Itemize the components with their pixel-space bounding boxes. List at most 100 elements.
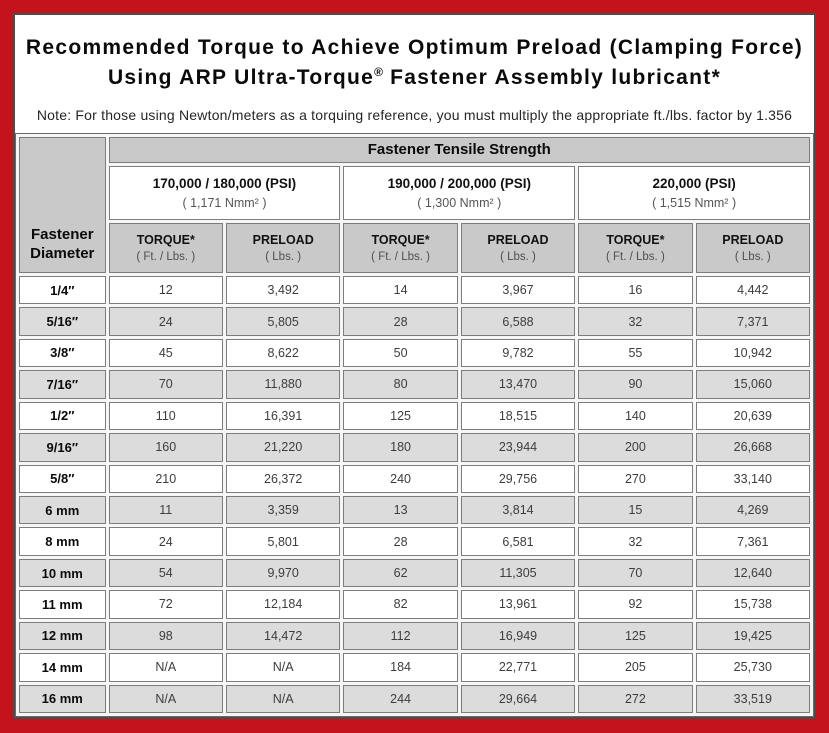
preload-value-cell: 7,361 xyxy=(695,527,810,556)
torque-label: TORQUE* xyxy=(606,232,665,247)
preload-value-cell: 23,944 xyxy=(460,433,576,462)
preload-value-cell: 26,372 xyxy=(225,464,341,493)
torque-value-cell: 184 xyxy=(343,653,458,682)
strength-group-220: 220,000 (PSI) ( 1,515 Nmm² ) xyxy=(578,165,810,220)
table-row: 6 mm 11 3,359 13 3,814 15 4,269 xyxy=(19,495,810,525)
torque-value-cell: 270 xyxy=(578,464,693,493)
torque-value-cell: 28 xyxy=(343,527,458,556)
page-title: Recommended Torque to Achieve Optimum Pr… xyxy=(23,33,806,94)
preload-value-cell: 12,184 xyxy=(225,590,341,619)
torque-value-cell: 140 xyxy=(578,401,693,431)
preload-value-cell: 11,305 xyxy=(460,558,576,588)
psi-header-row: 170,000 / 180,000 (PSI) ( 1,171 Nmm² ) 1… xyxy=(19,165,810,220)
preload-value-cell: 29,756 xyxy=(460,464,576,493)
table-row: 1/4″ 12 3,492 14 3,967 16 4,442 xyxy=(19,275,810,305)
torque-unit: ( Ft. / Lbs. ) xyxy=(605,250,665,263)
preload-value-cell: 8,622 xyxy=(225,338,341,368)
preload-value-cell: 3,814 xyxy=(460,495,576,525)
tensile-strength-header: Fastener Tensile Strength xyxy=(108,136,810,163)
torque-value-cell: 11 xyxy=(108,495,223,525)
torque-table-body: 1/4″ 12 3,492 14 3,967 16 4,442 5/16″ 24 5,805 28 6… xyxy=(19,275,810,713)
torque-column-header: TORQUE* ( Ft. / Lbs. ) xyxy=(343,222,458,273)
title-line-1: Recommended Torque to Achieve Optimum Pr… xyxy=(25,36,804,59)
content-panel: Recommended Torque to Achieve Optimum Pr… xyxy=(13,13,816,719)
torque-unit: ( Ft. / Lbs. ) xyxy=(136,250,196,263)
preload-value-cell: 9,782 xyxy=(460,338,576,368)
preload-value-cell: 20,639 xyxy=(695,401,810,431)
preload-unit: ( Lbs. ) xyxy=(265,250,302,263)
unit-header-row: TORQUE* ( Ft. / Lbs. ) PRELOAD ( Lbs. ) … xyxy=(19,222,810,273)
table-row: 9/16″ 160 21,220 180 23,944 200 26,668 xyxy=(19,433,810,462)
preload-value-cell: 16,391 xyxy=(225,401,341,431)
torque-table-head: Fastener Diameter Fastener Tensile Stren… xyxy=(19,136,810,273)
table-row: 11 mm 72 12,184 82 13,961 92 15,738 xyxy=(19,590,810,619)
fastener-diameter-cell: 11 mm xyxy=(19,590,106,619)
fastener-diameter-cell: 8 mm xyxy=(19,527,106,556)
preload-column-header: PRELOAD ( Lbs. ) xyxy=(695,222,810,273)
table-row: 3/8″ 45 8,622 50 9,782 55 10,942 xyxy=(19,338,810,368)
fastener-diameter-cell: 3/8″ xyxy=(19,338,106,368)
preload-value-cell: 4,269 xyxy=(695,495,810,525)
torque-value-cell: 15 xyxy=(578,495,693,525)
torque-value-cell: 32 xyxy=(578,527,693,556)
torque-value-cell: 110 xyxy=(108,401,223,431)
fastener-diameter-cell: 1/4″ xyxy=(19,275,106,305)
preload-label: PRELOAD xyxy=(722,232,784,247)
fastener-diameter-cell: 1/2″ xyxy=(19,401,106,431)
torque-value-cell: 12 xyxy=(108,275,223,305)
fastener-diameter-cell: 7/16″ xyxy=(19,370,106,399)
preload-value-cell: 21,220 xyxy=(225,433,341,462)
preload-value-cell: N/A xyxy=(225,684,341,713)
tensile-strength-header-row: Fastener Diameter Fastener Tensile Stren… xyxy=(19,136,810,273)
torque-value-cell: 72 xyxy=(108,590,223,619)
preload-value-cell: 7,371 xyxy=(695,307,810,336)
preload-value-cell: 10,942 xyxy=(695,338,810,368)
preload-value-cell: 19,425 xyxy=(695,621,810,651)
preload-value-cell: N/A xyxy=(225,653,341,682)
preload-value-cell: 11,880 xyxy=(225,370,341,399)
torque-value-cell: 180 xyxy=(343,433,458,462)
fastener-diameter-cell: 6 mm xyxy=(19,495,106,525)
torque-label: TORQUE* xyxy=(136,232,195,247)
torque-value-cell: 244 xyxy=(343,684,458,713)
preload-value-cell: 3,967 xyxy=(460,275,576,305)
preload-value-cell: 5,801 xyxy=(225,527,341,556)
torque-column-header: TORQUE* ( Ft. / Lbs. ) xyxy=(578,222,693,273)
strength-group-170-180: 170,000 / 180,000 (PSI) ( 1,171 Nmm² ) xyxy=(108,165,341,220)
fastener-diameter-header-line2: Diameter xyxy=(30,245,95,263)
preload-value-cell: 4,442 xyxy=(695,275,810,305)
preload-value-cell: 5,805 xyxy=(225,307,341,336)
preload-label: PRELOAD xyxy=(487,232,549,247)
torque-value-cell: 24 xyxy=(108,527,223,556)
table-row: 5/8″ 210 26,372 240 29,756 270 33,140 xyxy=(19,464,810,493)
torque-value-cell: 112 xyxy=(343,621,458,651)
torque-value-cell: 80 xyxy=(343,370,458,399)
preload-value-cell: 15,060 xyxy=(695,370,810,399)
preload-column-header: PRELOAD ( Lbs. ) xyxy=(225,222,341,273)
torque-value-cell: N/A xyxy=(108,653,223,682)
fastener-diameter-cell: 9/16″ xyxy=(19,433,106,462)
preload-unit: ( Lbs. ) xyxy=(734,250,771,263)
torque-value-cell: 125 xyxy=(343,401,458,431)
preload-value-cell: 22,771 xyxy=(460,653,576,682)
torque-value-cell: 13 xyxy=(343,495,458,525)
preload-value-cell: 6,581 xyxy=(460,527,576,556)
preload-value-cell: 14,472 xyxy=(225,621,341,651)
psi-label: 220,000 (PSI) xyxy=(652,175,736,191)
torque-value-cell: 205 xyxy=(578,653,693,682)
torque-value-cell: 90 xyxy=(578,370,693,399)
table-row: 1/2″ 110 16,391 125 18,515 140 20,639 xyxy=(19,401,810,431)
torque-value-cell: 240 xyxy=(343,464,458,493)
torque-value-cell: 14 xyxy=(343,275,458,305)
torque-value-cell: 54 xyxy=(108,558,223,588)
preload-value-cell: 26,668 xyxy=(695,433,810,462)
nmm-label: ( 1,300 Nmm² ) xyxy=(417,195,502,210)
fastener-diameter-cell: 10 mm xyxy=(19,558,106,588)
torque-value-cell: 210 xyxy=(108,464,223,493)
torque-value-cell: 82 xyxy=(343,590,458,619)
nmm-label: ( 1,171 Nmm² ) xyxy=(182,195,267,210)
table-row: 12 mm 98 14,472 112 16,949 125 19,425 xyxy=(19,621,810,651)
preload-value-cell: 33,140 xyxy=(695,464,810,493)
title-block: Recommended Torque to Achieve Optimum Pr… xyxy=(15,15,814,133)
